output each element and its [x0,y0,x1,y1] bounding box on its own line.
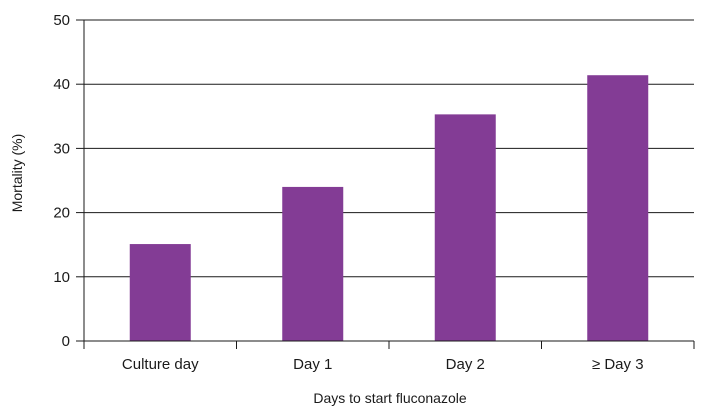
bar [587,75,649,341]
y-tick-label: 50 [53,12,70,29]
y-tick-label: 40 [53,76,70,93]
x-axis-label: Days to start fluconazole [313,390,467,406]
y-tick-label: 30 [53,140,70,157]
bar [434,114,496,342]
y-axis-label: Mortality (%) [9,134,25,213]
bar [129,244,191,341]
x-tick-label: ≥ Day 3 [592,356,644,373]
x-tick-label: Day 1 [293,356,332,373]
x-tick-labels: Culture day Day 1 Day 2 ≥ Day 3 [122,356,644,373]
x-tick-label: Culture day [122,356,199,373]
y-tick-label: 0 [62,333,70,350]
x-tick-label: Day 2 [446,356,485,373]
y-tick-labels: 0 10 20 30 40 50 [53,12,70,350]
y-tick-label: 20 [53,205,70,222]
bars [129,75,649,342]
axes [83,20,695,349]
bar [282,186,344,341]
y-tick-label: 10 [53,269,70,286]
